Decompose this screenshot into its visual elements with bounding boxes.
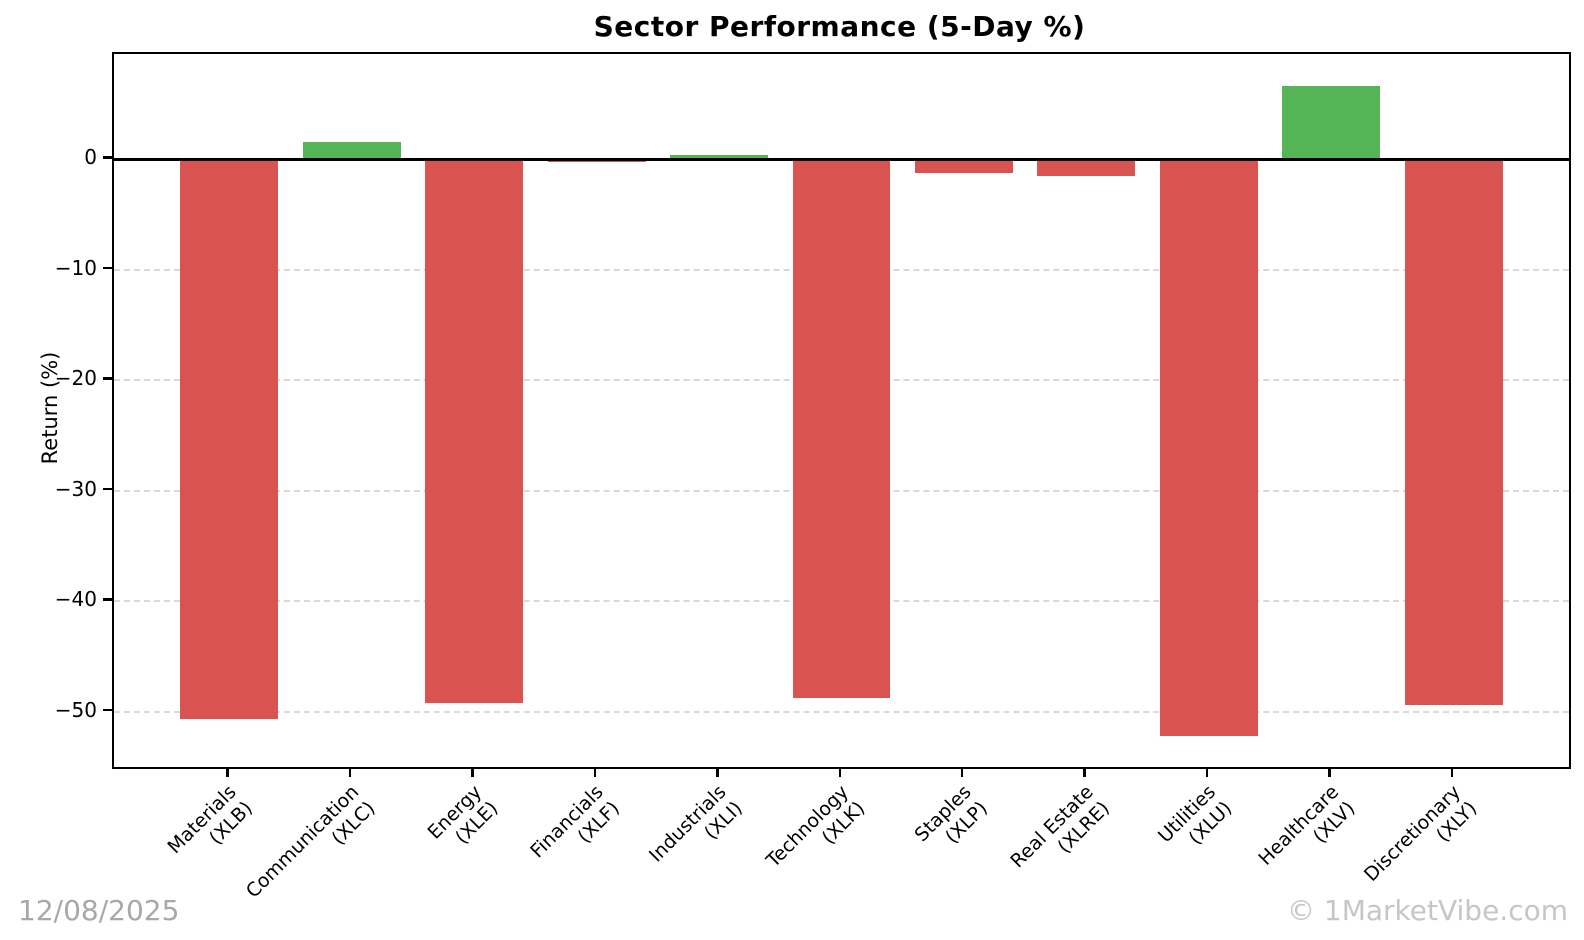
x-tick-label: Industrials (XLI) [645, 781, 747, 867]
x-tick-mark [1205, 768, 1209, 777]
x-tick-label: Materials (XLB) [163, 781, 257, 859]
x-tick-label: Technology (XLK) [762, 781, 870, 872]
x-tick-label: Communication (XLC) [241, 781, 380, 903]
bar-xly [1404, 159, 1503, 706]
bar-xlv [1282, 86, 1381, 159]
x-tick-mark [226, 768, 229, 777]
x-tick-mark [471, 768, 474, 777]
bar-xli [670, 154, 768, 159]
y-tick-label: −10 [54, 255, 97, 280]
bar-xlf [547, 159, 646, 163]
gridline [114, 710, 1569, 713]
zero-line [114, 157, 1569, 161]
y-tick-mark [103, 266, 112, 270]
y-tick-mark [103, 598, 112, 601]
x-tick-label: Discretionary (XLY) [1360, 781, 1482, 886]
x-tick-mark [1083, 768, 1086, 777]
x-tick-mark [1450, 768, 1454, 777]
chart-title: Sector Performance (5-Day %) [593, 10, 1086, 43]
x-tick-mark [1328, 768, 1331, 777]
bar-xlu [1159, 159, 1258, 737]
y-tick-label: −40 [54, 587, 97, 612]
watermark: © 1MarketVibe.com [1287, 894, 1568, 927]
y-tick-label: −20 [54, 366, 97, 391]
x-tick-label: Healthcare (XLV) [1254, 781, 1360, 870]
y-tick-mark [103, 156, 112, 159]
y-tick-label: 0 [84, 145, 97, 169]
y-tick-label: −30 [54, 476, 97, 501]
x-tick-mark [838, 768, 841, 777]
x-tick-mark [593, 768, 597, 777]
x-tick-label: Energy (XLE) [423, 781, 502, 849]
bar-xlre [1037, 159, 1136, 176]
bar-xlb [180, 159, 279, 720]
y-tick-mark [103, 708, 112, 712]
x-tick-label: Financials (XLF) [526, 781, 625, 863]
plot-area [112, 52, 1571, 769]
x-tick-label: Real Estate (XLRE) [1006, 781, 1115, 873]
x-tick-label: Staples (XLP) [910, 781, 992, 849]
bar-xle [425, 159, 524, 703]
bar-xlk [792, 159, 891, 699]
y-tick-mark [103, 377, 112, 380]
bar-xlp [914, 159, 1013, 174]
y-tick-mark [103, 487, 112, 491]
x-tick-mark [960, 768, 964, 777]
bar-xlc [302, 142, 401, 159]
y-tick-label: −50 [54, 697, 97, 722]
x-tick-mark [716, 768, 719, 777]
x-tick-label: Utilities (XLU) [1154, 781, 1237, 850]
date-stamp: 12/08/2025 [18, 894, 180, 927]
x-tick-mark [348, 768, 352, 777]
